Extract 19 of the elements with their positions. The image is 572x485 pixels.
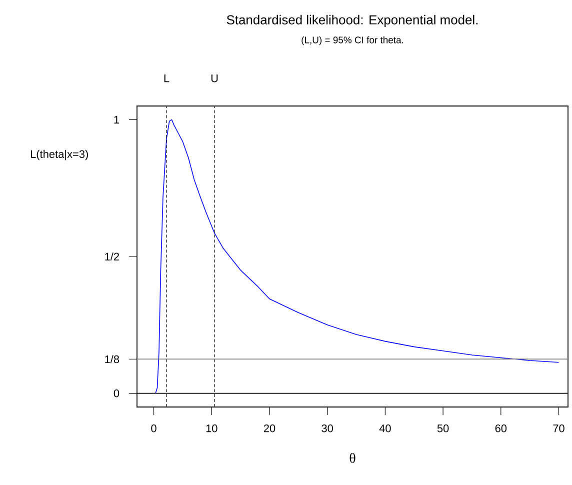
ref-line-label: U — [211, 74, 218, 82]
x-tick-label: 50 — [437, 424, 449, 432]
y-axis-title: L(theta|x=3) — [30, 150, 88, 160]
chart-title: Standardised likelihood: Exponential model. — [226, 14, 478, 27]
y-tick-label: 0 — [114, 389, 120, 398]
x-tick-label: 30 — [322, 424, 333, 432]
x-tick-label: 60 — [495, 424, 507, 432]
y-tick-label: 1 — [114, 116, 119, 124]
chart-subtitle: (L,U) = 95% CI for theta. — [302, 36, 404, 46]
x-tick-label: 20 — [264, 424, 276, 432]
x-axis-title: θ — [350, 453, 356, 463]
x-tick-label: 0 — [151, 424, 156, 432]
ref-line-label: L — [164, 74, 170, 82]
line-series — [155, 119, 560, 394]
x-tick-label: 70 — [553, 424, 564, 432]
x-tick-label: 40 — [379, 424, 391, 432]
y-tick-label: 1/8 — [105, 355, 120, 364]
x-tick-label: 10 — [206, 424, 218, 432]
y-tick-label: 1/2 — [105, 252, 119, 261]
